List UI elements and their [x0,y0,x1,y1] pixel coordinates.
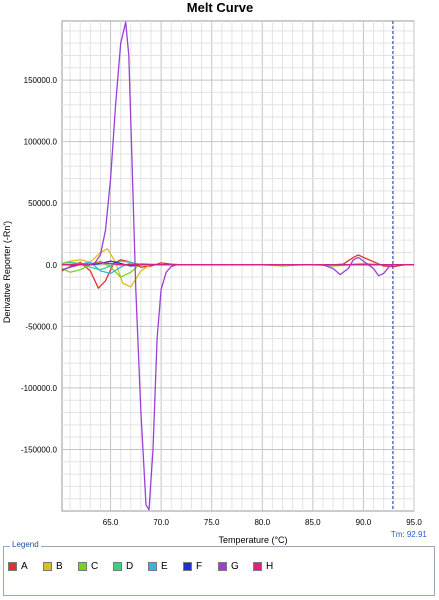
legend-item-c[interactable]: C [78,561,113,572]
legend-swatch [43,562,52,571]
legend-label: B [56,561,63,572]
legend-item-g[interactable]: G [218,561,253,572]
series-lines [61,21,414,511]
legend-label: H [266,561,274,572]
y-tick-label: 0.0 [46,261,58,270]
legend-label: D [126,561,134,572]
y-tick-label: 150000.0 [24,76,58,85]
y-tick-label: 50000.0 [28,199,57,208]
tick-labels: 65.0 70.0 75.0 80.0 85.0 90.0 95.0 150000.0 1000… [21,76,422,527]
chart-title: Melt Curve [187,0,253,15]
legend-title: Legend [10,540,41,549]
series-line-h [61,262,414,266]
legend-items: A B C D E F G H [8,561,288,572]
series-line-g [61,21,414,511]
y-tick-label: -50000.0 [25,322,57,331]
legend-swatch [8,562,17,571]
legend-item-f[interactable]: F [183,561,218,572]
x-tick-label: 70.0 [153,518,169,527]
legend-label: E [161,561,168,572]
legend-label: G [231,561,239,572]
legend-swatch [148,562,157,571]
y-tick-label: -150000.0 [21,445,58,454]
x-tick-label: 90.0 [356,518,372,527]
legend-label: A [21,561,28,572]
x-tick-label: 75.0 [204,518,220,527]
y-axis-label: Derivative Reporter (-Rn') [2,221,12,323]
legend-swatch [253,562,262,571]
grid-lines [62,21,415,511]
tm-marker-label: Tm: 92.91 [391,530,428,539]
x-tick-label: 85.0 [305,518,321,527]
series-line-c [61,260,414,278]
x-axis-label: Temperature (°C) [218,535,287,545]
legend-label: F [196,561,203,572]
legend-item-h[interactable]: H [253,561,288,572]
tm-marker: Tm: 92.91 [391,21,428,539]
y-tick-label: 100000.0 [24,138,58,147]
legend-item-e[interactable]: E [148,561,183,572]
y-tick-label: -100000.0 [21,384,58,393]
legend-item-b[interactable]: B [43,561,78,572]
x-tick-label: 80.0 [254,518,270,527]
x-tick-label: 95.0 [406,518,422,527]
legend-label: C [91,561,99,572]
legend-item-d[interactable]: D [113,561,148,572]
x-tick-label: 65.0 [103,518,119,527]
legend-swatch [113,562,122,571]
legend-item-a[interactable]: A [8,561,43,572]
legend-swatch [78,562,87,571]
legend-swatch [183,562,192,571]
legend-swatch [218,562,227,571]
melt-curve-chart: Melt Curve Tm: 92.91 65.0 70.0 75.0 80.0 85.… [2,0,428,545]
legend-panel: Legend A B C D E F G H [3,540,435,596]
